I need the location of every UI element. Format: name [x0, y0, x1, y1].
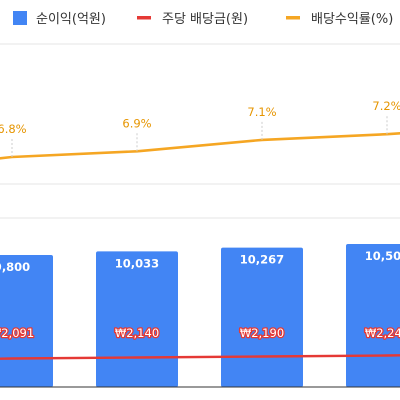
yield-data-label: 7.2%	[372, 99, 400, 113]
net-profit-bar	[0, 255, 53, 387]
net-profit-bar	[96, 251, 178, 387]
net-profit-bar	[346, 244, 400, 387]
yield-data-label: 6.8%	[0, 122, 27, 136]
legend-swatch-net-profit	[13, 11, 27, 25]
legend-swatch-yield	[286, 16, 300, 20]
dividend-data-label: ₩2,190	[240, 326, 284, 340]
legend-label-net-profit: 순이익(억원)	[36, 12, 106, 27]
legend-item-net-profit[interactable]: 순이익(억원)	[13, 11, 106, 27]
net-profit-data-label: 10,033	[115, 256, 159, 270]
net-profit-bar	[221, 247, 303, 387]
legend-label-dividend: 주당 배당금(원)	[162, 12, 248, 27]
legend-label-yield: 배당수익률(%)	[311, 12, 393, 27]
legend: 순이익(억원) 주당 배당금(원) 배당수익률(%)	[13, 11, 393, 27]
legend-item-yield[interactable]: 배당수익률(%)	[286, 12, 393, 27]
dividend-data-label: ₩2,140	[115, 326, 159, 340]
net-profit-data-label: 10,500	[365, 249, 400, 263]
net-profit-data-label: 10,267	[240, 253, 284, 267]
yield-panel: 6.8% 6.9% 7.1% 7.2%	[0, 43, 400, 185]
yield-data-label: 6.9%	[122, 116, 151, 130]
net-profit-panel: 9,800 10,033 10,267 10,500 ₩2,091 ₩2,140 ₩2,19…	[0, 217, 400, 387]
dividend-data-label: ₩2,240	[365, 326, 400, 340]
legend-item-dividend[interactable]: 주당 배당금(원)	[137, 12, 248, 27]
legend-swatch-dividend	[137, 16, 151, 20]
net-profit-data-label: 9,800	[0, 260, 30, 274]
yield-line	[0, 132, 400, 160]
dividend-data-label: ₩2,091	[0, 326, 34, 340]
dividend-line	[0, 354, 400, 360]
yield-data-label: 7.1%	[247, 105, 276, 119]
